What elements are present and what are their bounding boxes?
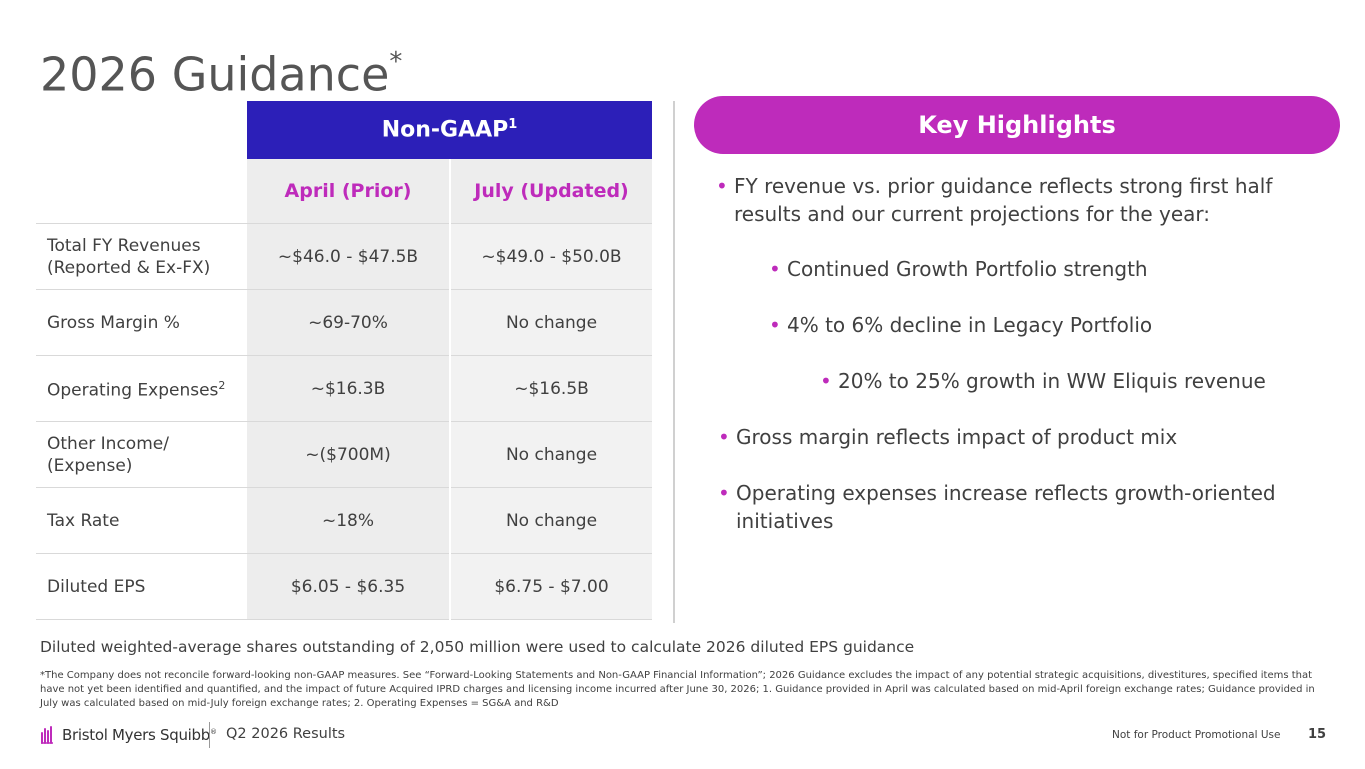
row-label: Tax Rate [36, 487, 247, 554]
prior-value: ~18% [247, 487, 450, 554]
key-highlights-header: Key Highlights [694, 96, 1340, 154]
row-label: Gross Margin % [36, 289, 247, 356]
page-title: 2026 Guidance* [40, 47, 403, 102]
highlight-item: • Continued Growth Portfolio strength [769, 257, 1148, 281]
highlight-item: • 20% to 25% growth in WW Eliquis revenue [820, 369, 1266, 393]
updated-value: ~$49.0 - $50.0B [448, 223, 653, 290]
guidance-table: Non-GAAP1 April (Prior) July (Updated) T… [36, 101, 653, 620]
row-label: Diluted EPS [36, 553, 247, 620]
highlight-item: • Gross margin reflects impact of product… [718, 425, 1178, 449]
updated-value: No change [448, 421, 653, 488]
updated-value: No change [448, 289, 653, 356]
shares-note: Diluted weighted-average shares outstand… [40, 638, 915, 656]
disclaimer: Not for Product Promotional Use [1112, 729, 1281, 741]
footnote: *The Company does not reconcile forward-… [40, 670, 1315, 709]
prior-value: ~69-70% [247, 289, 450, 356]
highlight-item: • Operating expenses increase reflects gr… [718, 481, 1276, 533]
vertical-divider [673, 101, 675, 623]
non-gaap-header: Non-GAAP1 [247, 101, 653, 159]
updated-value: ~$16.5B [448, 355, 653, 422]
row-label: Operating Expenses2 [36, 355, 247, 422]
prior-value: $6.05 - $6.35 [247, 553, 450, 620]
table-row: Gross Margin % ~69-70% No change [36, 289, 653, 356]
bullet-icon: • [718, 481, 730, 505]
table-row: Operating Expenses2 ~$16.3B ~$16.5B [36, 355, 653, 422]
table-row: Total FY Revenues (Reported & Ex-FX) ~$46… [36, 223, 653, 290]
title-asterisk: * [389, 47, 403, 77]
table-row: Diluted EPS $6.05 - $6.35 $6.75 - $7.00 [36, 553, 653, 620]
company-logo: Bristol Myers Squibb® [40, 722, 217, 748]
updated-value: No change [448, 487, 653, 554]
bullet-icon: • [716, 174, 728, 198]
prior-value: ~($700M) [247, 421, 450, 488]
row-label: Total FY Revenues (Reported & Ex-FX) [36, 223, 247, 290]
highlight-item: • FY revenue vs. prior guidance reflects … [716, 174, 1273, 226]
bullet-icon: • [769, 313, 781, 337]
prior-value: ~$16.3B [247, 355, 450, 422]
bullet-icon: • [820, 369, 832, 393]
bms-logo-icon [41, 726, 53, 744]
company-name: Bristol Myers Squibb® [62, 726, 217, 744]
prior-value: ~$46.0 - $47.5B [247, 223, 450, 290]
footer-divider [209, 722, 210, 748]
column-header-july: July (Updated) [448, 159, 653, 224]
highlight-item: • 4% to 6% decline in Legacy Portfolio [769, 313, 1153, 337]
updated-value: $6.75 - $7.00 [448, 553, 653, 620]
table-row: Other Income/(Expense) ~($700M) No chang… [36, 421, 653, 488]
column-header-april: April (Prior) [247, 159, 450, 224]
row-label: Other Income/(Expense) [36, 421, 247, 488]
bullet-icon: • [769, 257, 781, 281]
bullet-icon: • [718, 425, 730, 449]
deck-title: Q2 2026 Results [226, 726, 346, 742]
table-row: Tax Rate ~18% No change [36, 487, 653, 554]
page-number: 15 [1308, 727, 1327, 742]
